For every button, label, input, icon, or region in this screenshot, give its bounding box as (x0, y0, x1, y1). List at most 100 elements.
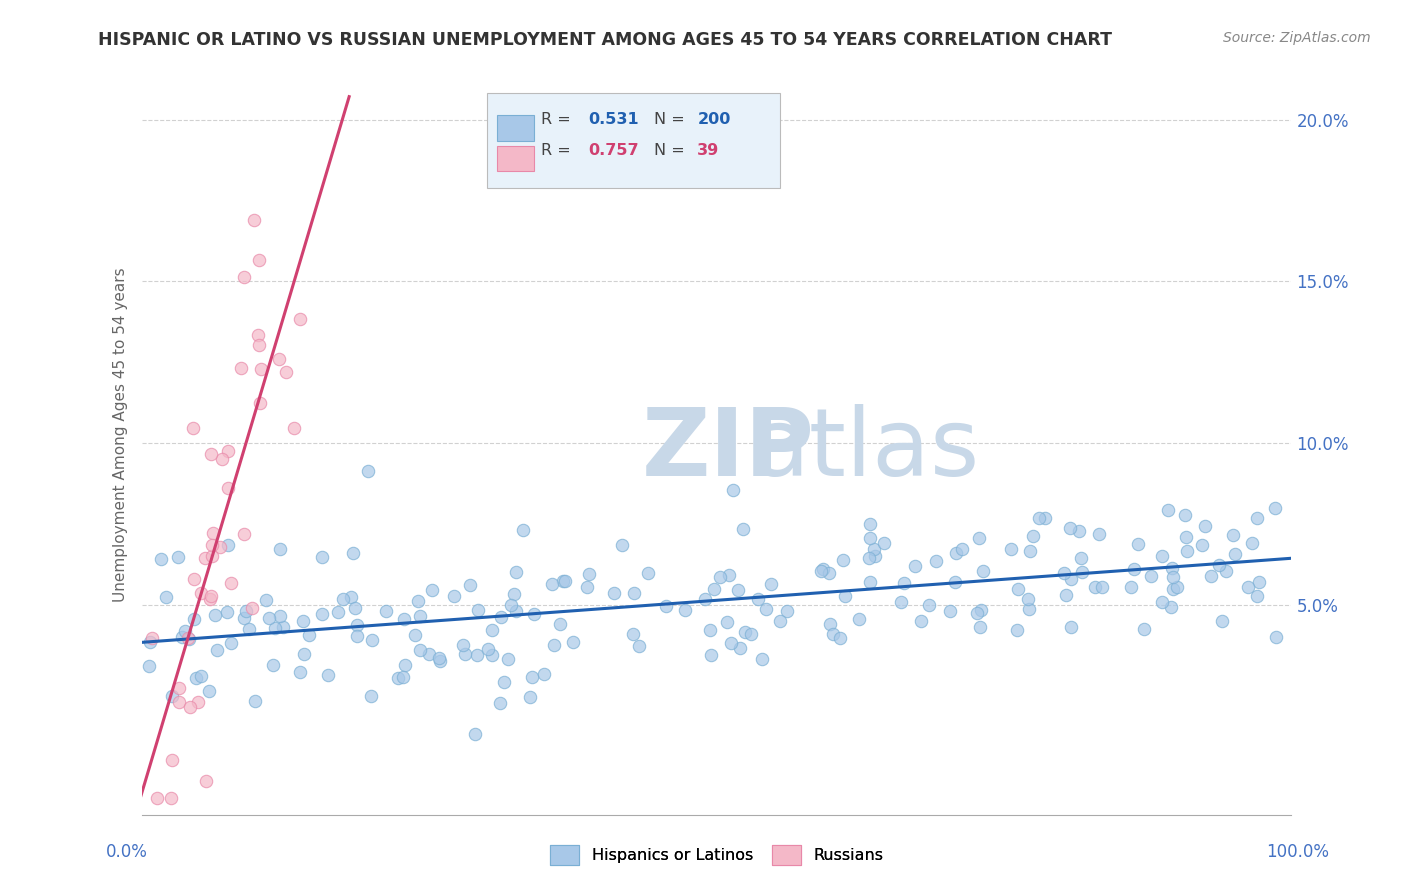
Text: 100.0%: 100.0% (1265, 843, 1329, 861)
Point (177, 631, 200, 645)
Point (731, 522, 754, 536)
Point (1237, 580, 1260, 594)
Point (1054, 588, 1077, 602)
Point (167, 549, 190, 564)
Point (217, 538, 239, 552)
Point (243, 213, 266, 227)
Point (229, 360, 252, 375)
Point (267, 351, 290, 366)
Point (1199, 569, 1222, 583)
Point (200, 447, 222, 461)
Point (693, 592, 716, 607)
Point (1223, 547, 1246, 561)
Point (1123, 562, 1146, 576)
Point (271, 620, 294, 634)
Point (1091, 580, 1114, 594)
Point (465, 648, 488, 662)
Point (201, 525, 224, 540)
Point (481, 648, 503, 662)
Point (859, 574, 882, 589)
Point (291, 614, 314, 628)
Point (235, 604, 257, 618)
Point (830, 631, 852, 645)
Point (204, 608, 226, 623)
Point (561, 635, 583, 649)
Point (1000, 541, 1022, 556)
Point (1157, 502, 1180, 516)
Point (257, 611, 280, 625)
Point (890, 595, 912, 609)
Point (1163, 582, 1185, 597)
Point (332, 592, 354, 607)
Point (818, 566, 841, 581)
Point (429, 653, 451, 667)
Point (627, 639, 650, 653)
Point (727, 582, 749, 597)
Point (217, 606, 239, 620)
Point (179, 699, 201, 714)
Point (243, 693, 266, 707)
Point (533, 667, 555, 681)
Point (201, 538, 224, 552)
Point (1126, 537, 1149, 551)
Point (519, 690, 541, 705)
Point (1059, 521, 1081, 535)
Point (409, 643, 432, 657)
Point (943, 575, 966, 590)
Point (1017, 591, 1039, 606)
Point (523, 607, 546, 621)
Point (205, 643, 228, 657)
Point (699, 624, 721, 638)
Point (1005, 623, 1028, 637)
Point (311, 549, 333, 564)
FancyBboxPatch shape (498, 145, 534, 171)
Point (232, 526, 254, 541)
Point (1174, 508, 1197, 523)
Point (541, 577, 564, 591)
Point (945, 545, 967, 559)
Point (360, 689, 382, 703)
Point (603, 585, 626, 599)
Point (346, 629, 368, 643)
Point (1070, 551, 1092, 566)
Point (394, 657, 416, 672)
Point (200, 590, 222, 604)
Point (427, 651, 450, 665)
Point (966, 606, 988, 620)
Point (720, 636, 742, 650)
Point (406, 594, 429, 608)
Point (443, 590, 465, 604)
Point (375, 604, 398, 618)
Point (950, 541, 973, 556)
Point (219, 635, 242, 649)
Point (1018, 601, 1040, 615)
Point (831, 553, 853, 567)
Point (1084, 580, 1107, 594)
Point (734, 624, 756, 639)
Point (969, 620, 991, 634)
Point (451, 639, 474, 653)
Point (578, 566, 600, 581)
Point (859, 517, 882, 532)
Point (167, 681, 190, 695)
Point (250, 362, 273, 376)
Point (700, 648, 723, 662)
Y-axis label: Unemployment Among Ages 45 to 54 years: Unemployment Among Ages 45 to 54 years (114, 268, 128, 602)
Text: atlas: atlas (751, 404, 980, 496)
Point (1191, 538, 1213, 552)
Point (184, 671, 207, 685)
Point (499, 599, 522, 613)
Point (183, 612, 205, 626)
Point (1208, 558, 1230, 573)
Point (247, 252, 270, 267)
Text: 200: 200 (697, 112, 731, 128)
Point (190, 586, 212, 600)
Point (703, 582, 725, 596)
Point (1121, 580, 1143, 594)
Point (290, 665, 312, 679)
Point (520, 670, 543, 684)
Text: 0.531: 0.531 (588, 112, 638, 128)
Point (170, 630, 193, 644)
Point (1007, 582, 1029, 596)
Point (904, 558, 927, 573)
